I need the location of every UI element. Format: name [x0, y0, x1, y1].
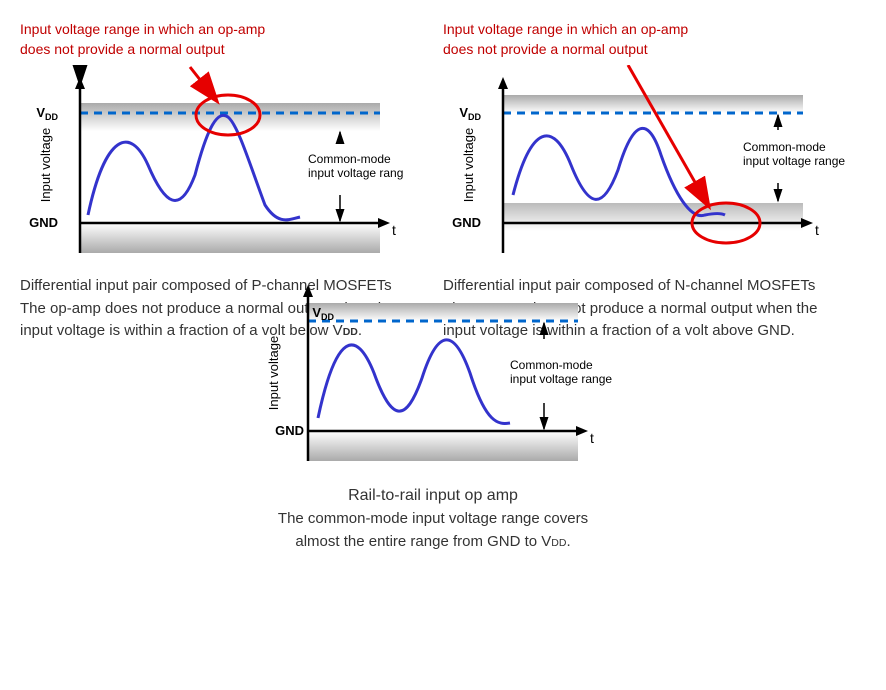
- chart-p-channel: Input voltage t GND VDD Common-mode inpu…: [20, 65, 420, 265]
- panel-rail-to-rail: Input voltage t GND VDD Common-mode inpu…: [238, 273, 648, 554]
- highlight-arrow: [190, 67, 216, 100]
- input-waveform: [318, 340, 510, 424]
- gnd-label: GND: [452, 215, 481, 230]
- caption-text: Input voltage range in which an op-amp: [20, 21, 265, 37]
- shading-below-gnd: [308, 431, 578, 461]
- vdd-label: VDD: [36, 105, 58, 122]
- range-label: Common-mode input voltage range: [510, 358, 612, 386]
- panel-p-caption: Input voltage range in which an op-amp d…: [20, 20, 443, 59]
- input-waveform: [513, 129, 725, 216]
- highlight-arrow: [628, 65, 708, 205]
- gnd-label: GND: [275, 423, 304, 438]
- y-axis-label: Input voltage: [38, 128, 53, 202]
- x-axis-label: t: [815, 222, 819, 238]
- panel-n-caption: Input voltage range in which an op-amp d…: [443, 20, 866, 59]
- x-axis-label: t: [392, 222, 396, 238]
- panel-r2r-description: Rail-to-rail input op amp The common-mod…: [238, 483, 628, 554]
- gnd-label: GND: [29, 215, 58, 230]
- caption-text: does not provide a normal output: [20, 41, 225, 57]
- input-waveform: [88, 116, 300, 220]
- vdd-label: VDD: [459, 105, 481, 122]
- desc-body: The common-mode input voltage range cove…: [278, 510, 588, 527]
- shading-below-gnd: [80, 223, 380, 253]
- desc-title: Rail-to-rail input op amp: [348, 487, 518, 504]
- x-axis-label: t: [590, 430, 594, 446]
- caption-text: does not provide a normal output: [443, 41, 648, 57]
- range-label: Common-mode input voltage range: [743, 140, 845, 168]
- caption-text: Input voltage range in which an op-amp: [443, 21, 688, 37]
- chart-rail-to-rail: Input voltage t GND VDD Common-mode inpu…: [248, 273, 638, 473]
- chart-n-channel: Input voltage t GND VDD Common-mode inpu…: [443, 65, 853, 265]
- range-label: Common-mode input voltage rang: [308, 152, 403, 180]
- desc-body: almost the entire range from GND to V: [295, 533, 551, 550]
- shading-above-vdd: [308, 303, 578, 321]
- y-axis-label: Input voltage: [461, 128, 476, 202]
- y-axis-label: Input voltage: [266, 335, 281, 409]
